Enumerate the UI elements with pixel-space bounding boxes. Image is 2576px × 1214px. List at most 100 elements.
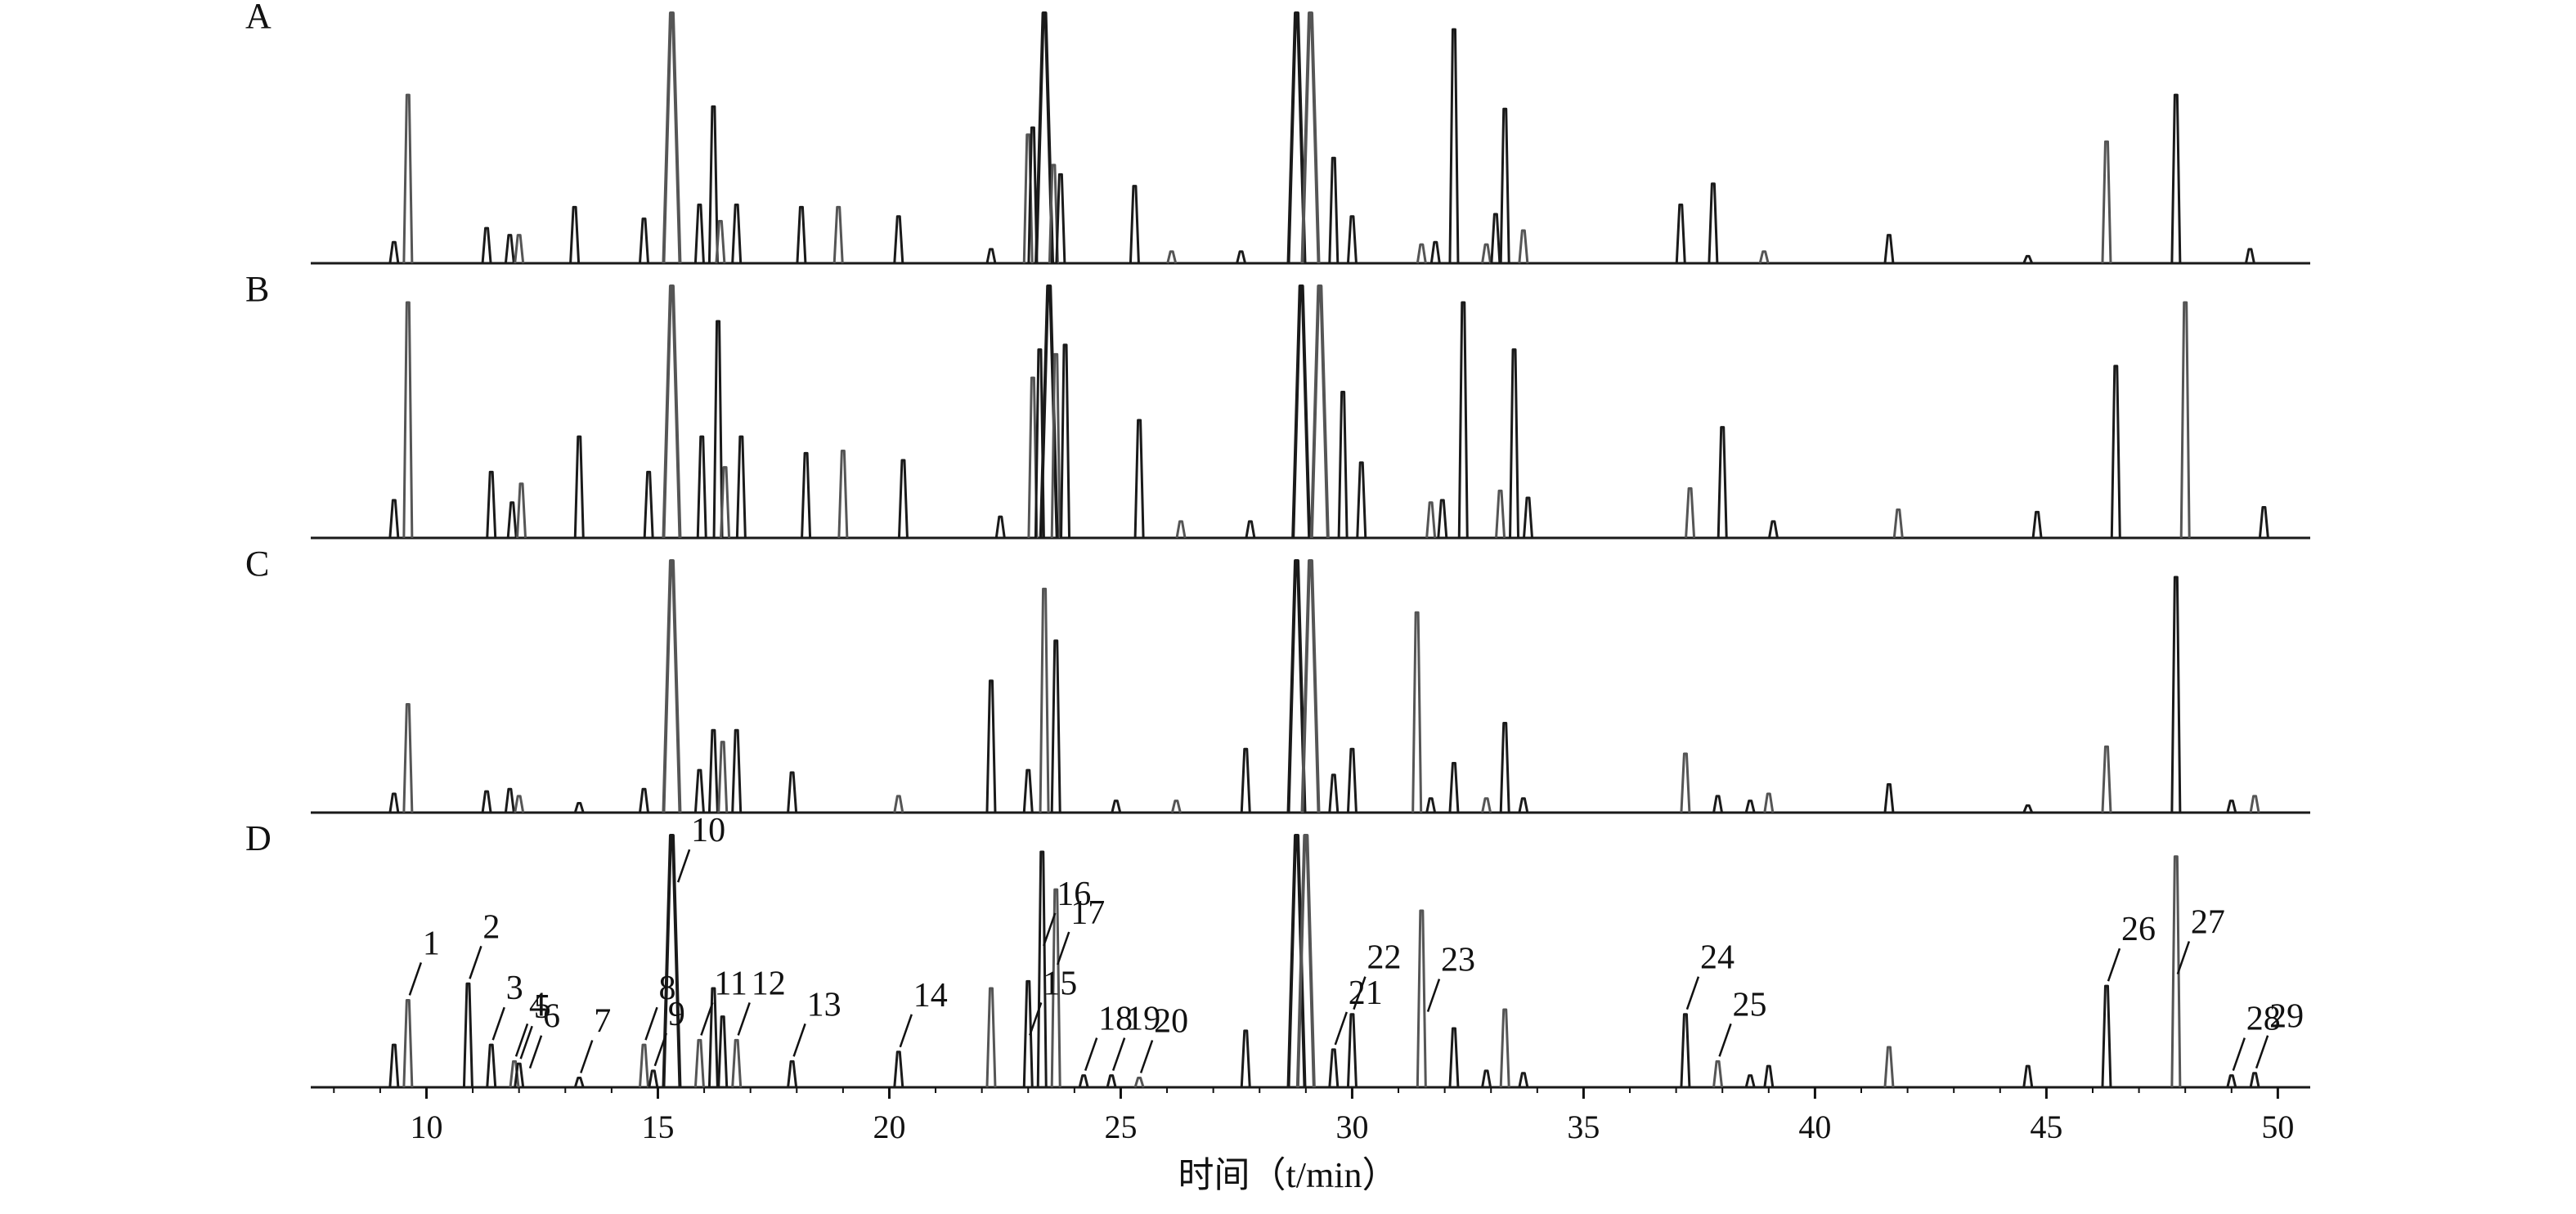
peak-B-33 [1523, 496, 1534, 539]
peak-D-15 [893, 1050, 904, 1088]
peak-C-2 [481, 790, 492, 813]
traces-layer [311, 11, 2310, 1089]
annotation-leader-2 [469, 945, 482, 979]
peak-D-31 [1499, 1008, 1510, 1088]
peak-A-14 [893, 215, 904, 264]
peak-D-13 [731, 1038, 743, 1088]
peak-label-7: 7 [594, 1002, 611, 1040]
peak-D-1 [402, 998, 414, 1088]
peak-D-19 [1050, 888, 1061, 1088]
peak-C-4 [514, 795, 525, 813]
peak-A-18 [1034, 11, 1055, 264]
peak-D-11 [707, 987, 719, 1088]
peak-A-1 [402, 93, 414, 264]
peak-B-3 [506, 501, 518, 539]
x-tick-label-30: 30 [1335, 1109, 1368, 1145]
peak-D-14 [787, 1059, 798, 1088]
peak-C-20 [1240, 747, 1251, 813]
peak-A-34 [1518, 229, 1529, 264]
annotation-leader-17 [1057, 931, 1070, 965]
peak-C-24 [1346, 747, 1358, 813]
annotation-leader-12 [737, 1001, 751, 1036]
peak-D-37 [1883, 1046, 1895, 1088]
peak-B-26 [1337, 390, 1349, 539]
peak-B-19 [1050, 352, 1061, 539]
annotation-leader-6 [528, 1035, 543, 1069]
peak-D-36 [1763, 1064, 1775, 1088]
peak-C-3 [504, 787, 515, 813]
peak-A-33 [1499, 107, 1510, 264]
peak-A-37 [1758, 250, 1770, 264]
peak-label-26: 26 [2121, 911, 2156, 948]
annotation-leader-16 [1043, 912, 1057, 947]
peak-A-11 [731, 204, 743, 264]
panel-label-A: A [245, 0, 272, 36]
annotation-leader-21 [1334, 1011, 1348, 1046]
peak-D-6 [573, 1076, 585, 1088]
peak-B-25 [1309, 284, 1330, 539]
peak-C-14 [985, 679, 997, 813]
peak-D-18 [1036, 850, 1048, 1088]
peak-B-30 [1457, 301, 1469, 539]
peak-C-13 [893, 795, 904, 813]
peak-C-17 [1050, 639, 1061, 813]
peak-D-39 [2101, 984, 2112, 1088]
peak-D-5 [514, 1062, 525, 1088]
x-tick-label-40: 40 [1798, 1109, 1831, 1145]
peak-A-21 [1129, 185, 1140, 264]
peak-label-5: 5 [534, 988, 551, 1026]
peak-C-21 [1286, 559, 1307, 813]
peak-A-10 [715, 220, 726, 264]
peak-B-31 [1495, 489, 1506, 539]
peak-A-28 [1416, 243, 1427, 264]
peak-label-18: 18 [1098, 1001, 1133, 1038]
peak-A-42 [2244, 248, 2255, 264]
peak-D-30 [1481, 1069, 1492, 1088]
peak-label-1: 1 [423, 925, 440, 962]
peak-label-17: 17 [1070, 894, 1105, 932]
peak-B-8 [696, 435, 707, 539]
x-tick-label-15: 15 [641, 1109, 674, 1145]
peak-B-20 [1060, 343, 1071, 539]
peak-A-38 [1883, 234, 1895, 264]
peak-label-23: 23 [1441, 942, 1475, 979]
peak-label-11: 11 [714, 965, 747, 1002]
peak-B-1 [402, 301, 414, 539]
peak-B-27 [1356, 461, 1367, 539]
peak-B-4 [516, 482, 527, 539]
peak-label-29: 29 [2269, 998, 2304, 1036]
peak-C-31 [1680, 752, 1691, 813]
peak-C-10 [717, 741, 729, 813]
peak-B-24 [1291, 284, 1312, 539]
annotation-leader-20 [1139, 1040, 1154, 1073]
peak-A-2 [481, 226, 492, 264]
peak-D-25 [1295, 834, 1316, 1088]
annotation-leader-29 [2255, 1035, 2269, 1069]
peak-B-21 [1133, 419, 1145, 539]
peak-C-6 [639, 787, 649, 813]
peak-label-20: 20 [1154, 1002, 1188, 1040]
peak-A-7 [662, 11, 682, 264]
annotation-leader-25 [1718, 1023, 1732, 1057]
annotation-leader-27 [2176, 941, 2191, 974]
peak-B-12 [801, 451, 812, 539]
peak-B-41 [2258, 506, 2269, 539]
annotation-leader-18 [1084, 1037, 1098, 1072]
peak-label-8: 8 [659, 970, 676, 1007]
peak-C-23 [1328, 773, 1340, 813]
peak-B-23 [1245, 520, 1256, 539]
peak-D-3 [486, 1043, 497, 1088]
peak-A-4 [514, 234, 525, 264]
peak-label-3: 3 [506, 970, 523, 1007]
peak-C-12 [787, 771, 798, 813]
panel-labels: A B C D [245, 0, 272, 858]
peak-B-16 [1027, 376, 1039, 539]
peak-D-16 [985, 987, 997, 1088]
peak-B-34 [1685, 487, 1696, 539]
x-tick-label-45: 45 [2030, 1109, 2062, 1145]
peak-A-0 [388, 240, 400, 264]
x-axis-title: 时间（t/min） [1178, 1155, 1398, 1195]
peak-C-0 [388, 792, 400, 813]
x-tick-label-25: 25 [1104, 1109, 1137, 1145]
peak-C-25 [1411, 611, 1423, 813]
